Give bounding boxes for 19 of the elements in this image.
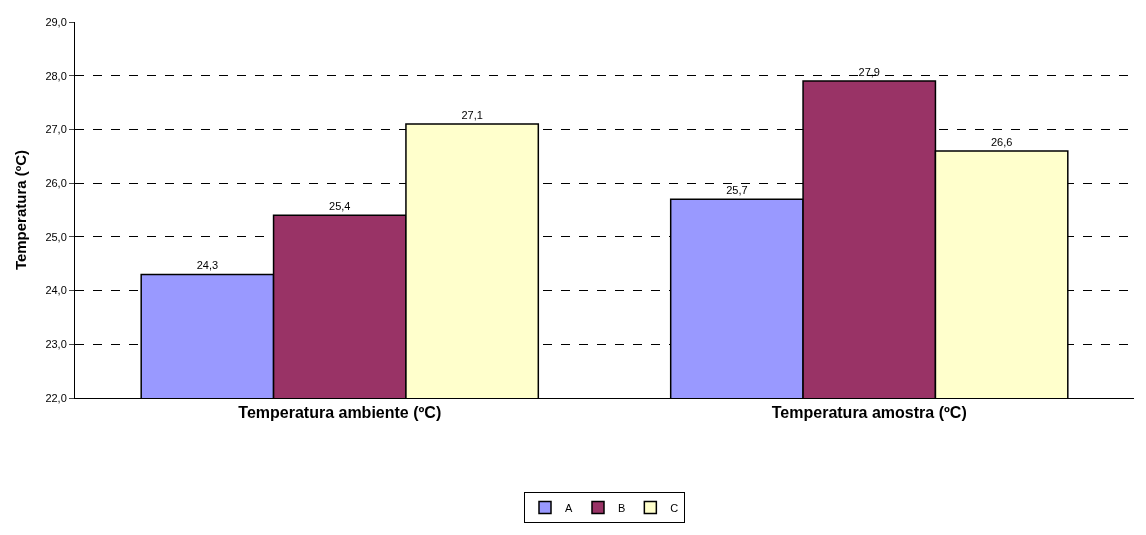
y-tick-label: 28,0	[45, 69, 67, 82]
y-tick-label: 29,0	[45, 15, 67, 28]
x-tick-label: Temperatura ambiente (ºC)	[238, 404, 442, 422]
y-tick-label: 23,0	[45, 338, 67, 351]
y-axis-title: Temperatura (ºC)	[11, 149, 29, 271]
legend-label: B	[618, 501, 626, 514]
x-tick-label: Temperatura amostra (ºC)	[771, 404, 967, 422]
y-tick-label: 25,0	[45, 230, 67, 243]
legend-label: A	[565, 501, 573, 514]
data-label: 25,7	[726, 184, 748, 197]
y-tick-label: 22,0	[45, 391, 67, 404]
data-label: 27,1	[461, 109, 483, 122]
y-tick-label: 27,0	[45, 123, 67, 136]
data-label: 25,4	[329, 200, 351, 213]
data-label: 24,3	[196, 259, 219, 272]
data-label: 26,6	[990, 135, 1013, 148]
legend-label: C	[670, 501, 679, 514]
y-tick-label: 24,0	[45, 284, 67, 297]
y-tick-label: 26,0	[45, 176, 67, 189]
